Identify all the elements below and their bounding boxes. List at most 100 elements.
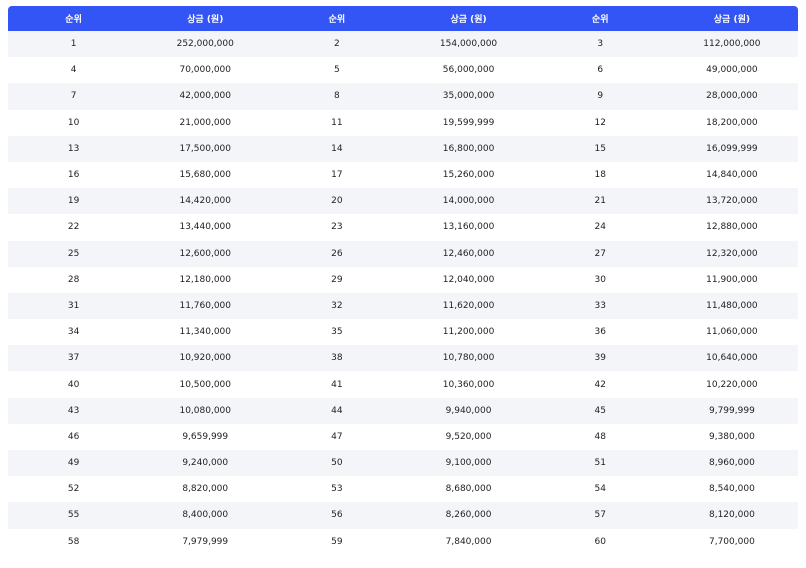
rank-cell: 57 <box>534 502 666 529</box>
table-row: 52 8,820,000 53 8,680,000 54 8,540,000 <box>8 476 798 503</box>
prize-cell: 15,260,000 <box>402 161 535 189</box>
rank-cell: 7 <box>8 83 140 110</box>
prize-column-header: 상금 (원) <box>665 6 798 31</box>
rank-cell: 12 <box>534 109 666 136</box>
rank-cell: 5 <box>271 57 403 84</box>
prize-cell: 112,000,000 <box>665 31 798 58</box>
table-row: 22 13,440,000 23 13,160,000 24 12,880,000 <box>8 214 798 241</box>
table-row: 7 42,000,000 8 35,000,000 9 28,000,000 <box>8 83 798 110</box>
prize-cell: 35,000,000 <box>402 83 535 110</box>
prize-cell: 8,120,000 <box>665 502 798 529</box>
rank-cell: 22 <box>8 214 140 241</box>
rank-cell: 40 <box>8 371 140 398</box>
prize-cell: 7,979,999 <box>139 528 272 555</box>
table-row: 37 10,920,000 38 10,780,000 39 10,640,000 <box>8 345 798 372</box>
rank-cell: 42 <box>534 371 666 398</box>
prize-cell: 11,480,000 <box>665 292 798 320</box>
rank-cell: 55 <box>8 502 140 529</box>
prize-cell: 13,160,000 <box>402 214 535 241</box>
prize-cell: 42,000,000 <box>139 83 272 110</box>
table-row: 16 15,680,000 17 15,260,000 18 14,840,000 <box>8 161 798 189</box>
rank-cell: 49 <box>8 450 140 477</box>
rank-cell: 18 <box>534 161 666 189</box>
rank-cell: 51 <box>534 450 666 477</box>
rank-cell: 47 <box>271 423 403 450</box>
prize-cell: 70,000,000 <box>139 57 272 84</box>
prize-cell: 12,600,000 <box>139 240 272 267</box>
rank-cell: 2 <box>271 31 403 58</box>
prize-cell: 9,520,000 <box>402 423 535 450</box>
rank-cell: 43 <box>8 397 140 424</box>
prize-cell: 11,060,000 <box>665 319 798 346</box>
rank-cell: 21 <box>534 188 666 215</box>
rank-cell: 9 <box>534 83 666 110</box>
prize-cell: 10,080,000 <box>139 397 272 424</box>
prize-cell: 10,640,000 <box>665 345 798 372</box>
prize-cell: 8,260,000 <box>402 502 535 529</box>
rank-cell: 8 <box>271 83 403 110</box>
rank-column-header: 순위 <box>534 6 666 31</box>
table-row: 19 14,420,000 20 14,000,000 21 13,720,000 <box>8 188 798 215</box>
prize-cell: 11,620,000 <box>402 292 535 320</box>
rank-cell: 58 <box>8 528 140 555</box>
prize-cell: 16,800,000 <box>402 135 535 162</box>
prize-cell: 17,500,000 <box>139 135 272 162</box>
rank-column-header: 순위 <box>8 6 140 31</box>
prize-column-header: 상금 (원) <box>402 6 535 31</box>
rank-cell: 10 <box>8 109 140 136</box>
rank-cell: 52 <box>8 476 140 503</box>
rank-cell: 50 <box>271 450 403 477</box>
prize-cell: 49,000,000 <box>665 57 798 84</box>
table-row: 34 11,340,000 35 11,200,000 36 11,060,000 <box>8 319 798 346</box>
rank-cell: 16 <box>8 161 140 189</box>
rank-cell: 6 <box>534 57 666 84</box>
prize-cell: 8,540,000 <box>665 476 798 503</box>
prize-cell: 8,960,000 <box>665 450 798 477</box>
rank-cell: 31 <box>8 292 140 320</box>
prize-cell: 9,380,000 <box>665 423 798 450</box>
prize-cell: 14,000,000 <box>402 188 535 215</box>
table-row: 58 7,979,999 59 7,840,000 60 7,700,000 <box>8 528 798 555</box>
prize-cell: 9,659,999 <box>139 423 272 450</box>
rank-cell: 14 <box>271 135 403 162</box>
prize-cell: 13,720,000 <box>665 188 798 215</box>
prize-cell: 19,599,999 <box>402 109 535 136</box>
rank-cell: 20 <box>271 188 403 215</box>
prize-cell: 9,940,000 <box>402 397 535 424</box>
prize-cell: 14,420,000 <box>139 188 272 215</box>
rank-cell: 53 <box>271 476 403 503</box>
table-header: 순위 상금 (원) 순위 상금 (원) 순위 상금 (원) <box>8 6 798 31</box>
prize-cell: 12,320,000 <box>665 240 798 267</box>
prize-cell: 11,340,000 <box>139 319 272 346</box>
prize-cell: 252,000,000 <box>139 31 272 58</box>
table-row: 46 9,659,999 47 9,520,000 48 9,380,000 <box>8 423 798 450</box>
rank-cell: 44 <box>271 397 403 424</box>
rank-cell: 17 <box>271 161 403 189</box>
rank-cell: 39 <box>534 345 666 372</box>
prize-cell: 7,700,000 <box>665 528 798 555</box>
prize-cell: 9,100,000 <box>402 450 535 477</box>
rank-column-header: 순위 <box>271 6 403 31</box>
table-row: 25 12,600,000 26 12,460,000 27 12,320,000 <box>8 240 798 267</box>
prize-cell: 10,360,000 <box>402 371 535 398</box>
prize-cell: 11,900,000 <box>665 266 798 293</box>
prize-table-container: 순위 상금 (원) 순위 상금 (원) 순위 상금 (원) 1 252,000,0… <box>8 6 798 555</box>
prize-cell: 154,000,000 <box>402 31 535 58</box>
prize-cell: 12,460,000 <box>402 240 535 267</box>
prize-cell: 56,000,000 <box>402 57 535 84</box>
prize-cell: 10,500,000 <box>139 371 272 398</box>
rank-cell: 46 <box>8 423 140 450</box>
rank-cell: 45 <box>534 397 666 424</box>
prize-column-header: 상금 (원) <box>139 6 272 31</box>
table-row: 10 21,000,000 11 19,599,999 12 18,200,000 <box>8 109 798 136</box>
table-row: 55 8,400,000 56 8,260,000 57 8,120,000 <box>8 502 798 529</box>
table-row: 28 12,180,000 29 12,040,000 30 11,900,000 <box>8 266 798 293</box>
rank-cell: 59 <box>271 528 403 555</box>
rank-cell: 32 <box>271 292 403 320</box>
table-row: 4 70,000,000 5 56,000,000 6 49,000,000 <box>8 57 798 84</box>
prize-cell: 10,920,000 <box>139 345 272 372</box>
rank-cell: 41 <box>271 371 403 398</box>
rank-cell: 35 <box>271 319 403 346</box>
prize-table: 순위 상금 (원) 순위 상금 (원) 순위 상금 (원) 1 252,000,0… <box>8 6 798 555</box>
rank-cell: 38 <box>271 345 403 372</box>
